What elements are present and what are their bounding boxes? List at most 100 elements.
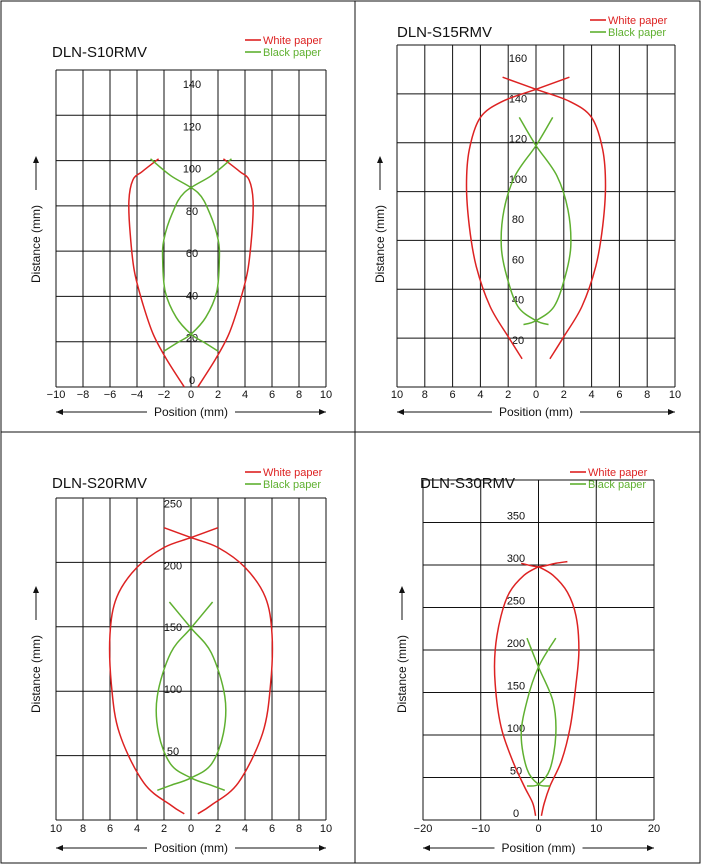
x-tick-labels: −20 −10 0 10 20 (414, 823, 660, 835)
series-line-black-paper (155, 601, 226, 792)
series-white-paper (128, 158, 254, 388)
y-tick-label: 250 (164, 498, 182, 510)
x-tick-label: 6 (616, 389, 622, 401)
legend-label-white-paper: White paper (608, 15, 668, 27)
grid (422, 479, 655, 821)
arrow-up-icon (377, 156, 383, 163)
arrow-right-icon (319, 409, 326, 415)
x-axis-title: Position (mm) (501, 841, 575, 855)
x-tick-label: 10 (391, 389, 403, 401)
series-line-white-paper (521, 560, 568, 568)
x-tick-label: 8 (422, 389, 428, 401)
y-tick-labels: 50 100 150 200 250 (164, 498, 182, 758)
legend-label-white-paper: White paper (263, 467, 323, 479)
x-tick-labels: 10 8 6 4 2 0 2 4 6 8 10 (50, 823, 332, 835)
x-tick-labels: −10 −8 −6 −4 −2 0 2 4 6 8 10 (47, 389, 332, 401)
x-tick-label: 4 (134, 823, 140, 835)
x-tick-label: 0 (188, 389, 194, 401)
series-line-white-paper (128, 158, 185, 388)
x-axis-title: Position (mm) (154, 841, 228, 855)
x-tick-label: −4 (131, 389, 144, 401)
x-tick-label: 10 (320, 389, 332, 401)
y-tick-label: 0 (189, 375, 195, 387)
x-tick-label: 4 (242, 823, 248, 835)
x-axis-label: Position (mm) (423, 841, 654, 855)
series-line-black-paper (500, 117, 554, 326)
arrow-up-icon (33, 156, 39, 163)
x-tick-label: 8 (644, 389, 650, 401)
series-black-paper (500, 117, 572, 326)
x-tick-label: 8 (296, 823, 302, 835)
y-tick-label: 0 (513, 808, 519, 820)
series-line-black-paper (161, 158, 232, 352)
x-tick-label: 0 (533, 389, 539, 401)
series-white-paper (465, 76, 607, 360)
legend-label-black-paper: Black paper (608, 27, 666, 39)
y-axis-label: Distance (mm) (29, 156, 43, 283)
x-axis-label: Position (mm) (56, 841, 326, 855)
y-tick-label: 140 (183, 79, 201, 91)
arrow-right-icon (668, 409, 675, 415)
x-tick-label: 8 (296, 389, 302, 401)
series-line-black-paper (518, 117, 572, 326)
legend-label-black-paper: Black paper (263, 47, 321, 59)
x-tick-label: 2 (561, 389, 567, 401)
series-line-white-paper (163, 526, 274, 815)
series-line-white-paper (502, 76, 607, 360)
y-axis-title: Distance (mm) (395, 635, 409, 713)
x-tick-label: 6 (450, 389, 456, 401)
x-tick-label: 0 (535, 823, 541, 835)
series-white-paper (493, 560, 580, 816)
x-tick-label: −20 (414, 823, 433, 835)
x-tick-labels: 10 8 6 4 2 0 2 4 6 8 10 (391, 389, 681, 401)
series-black-paper (520, 637, 557, 787)
arrow-left-icon (56, 845, 63, 851)
y-tick-label: 120 (509, 134, 527, 146)
y-tick-label: 250 (507, 596, 525, 608)
grid (55, 497, 327, 821)
y-tick-label: 40 (186, 290, 198, 302)
y-axis-label: Distance (mm) (395, 586, 409, 713)
y-tick-label: 60 (186, 248, 198, 260)
legend-label-white-paper: White paper (588, 467, 648, 479)
grid (396, 44, 676, 388)
series-black-paper (155, 601, 227, 792)
x-axis-title: Position (mm) (499, 405, 573, 419)
x-tick-label: 0 (188, 823, 194, 835)
chart-title: DLN-S20RMV (52, 475, 147, 492)
arrow-up-icon (399, 586, 405, 593)
x-tick-label: 2 (161, 823, 167, 835)
y-tick-label: 200 (507, 638, 525, 650)
y-tick-label: 60 (512, 254, 524, 266)
y-axis-title: Distance (mm) (29, 635, 43, 713)
y-tick-label: 150 (164, 622, 182, 634)
series-black-paper (150, 158, 232, 352)
y-tick-label: 100 (183, 164, 201, 176)
y-axis-label: Distance (mm) (373, 156, 387, 283)
x-tick-label: −6 (104, 389, 117, 401)
legend-label-white-paper: White paper (263, 35, 323, 47)
x-tick-label: 10 (320, 823, 332, 835)
arrow-right-icon (319, 845, 326, 851)
x-tick-label: 6 (269, 823, 275, 835)
x-axis-label: Position (mm) (56, 405, 326, 419)
x-tick-label: −2 (158, 389, 171, 401)
y-tick-label: 160 (509, 53, 527, 65)
y-tick-label: 40 (512, 295, 524, 307)
y-tick-label: 20 (512, 335, 524, 347)
y-axis-label: Distance (mm) (29, 586, 43, 713)
x-tick-label: 8 (80, 823, 86, 835)
series-white-paper (108, 526, 274, 815)
series-line-white-paper (538, 566, 580, 816)
y-tick-label: 100 (509, 174, 527, 186)
x-tick-label: 2 (215, 389, 221, 401)
series-line-white-paper (493, 566, 539, 816)
x-tick-label: 10 (669, 389, 681, 401)
